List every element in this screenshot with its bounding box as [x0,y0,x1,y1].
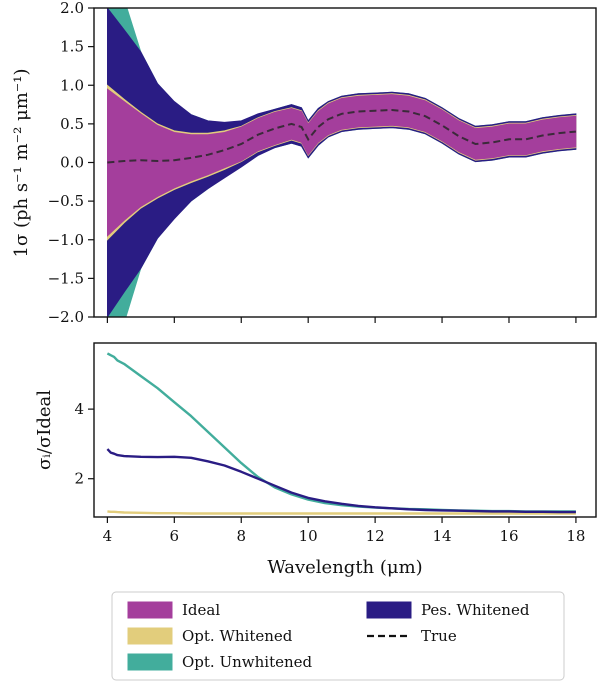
top-y-tick-label: −2.0 [48,308,84,326]
bottom-x-tick-label: 10 [299,527,318,545]
legend-label-opt-whitened: Opt. Whitened [182,627,293,645]
top-y-tick-label: 0.5 [60,115,84,133]
band-ideal [107,88,577,237]
top-y-axis-label: 1σ (ph s⁻¹ m⁻² μm⁻¹) [11,68,32,257]
bottom-x-tick-label: 6 [170,527,180,545]
bottom-x-ticks: 4 6 8 10 12 14 16 18 [103,517,585,545]
bottom-y-tick-label: 4 [74,400,84,418]
legend-swatch-pes-whitened [366,601,412,619]
top-y-tick-label: −1.0 [48,231,84,249]
bottom-x-tick-label: 16 [499,527,518,545]
bottom-panel: 24 4 6 8 10 12 14 16 18 σᵢ/σIdeal Wavelength (μ… [34,342,597,578]
ratio-line-pes-whitened [106,448,576,514]
top-y-tick-label: 1.5 [60,38,84,56]
bottom-x-axis-label: Wavelength (μm) [267,557,422,578]
legend-label-ideal: Ideal [182,601,220,619]
legend-box [111,591,565,681]
bottom-x-tick-label: 12 [366,527,385,545]
legend: Ideal Opt. Whitened Opt. Unwhitened Pes. Wh… [111,591,565,681]
legend-label-true: True [421,627,457,645]
top-x-ticks [106,317,577,323]
bottom-lines [106,352,576,515]
top-panel: −2.0 −1.5 −1.0 −0.5 0.0 0.5 1.0 1.5 2.0 1σ (ph s… [11,0,597,326]
legend-label-opt-unwhitened: Opt. Unwhitened [182,653,313,671]
legend-entry-ideal: Ideal [127,601,220,619]
bottom-axes-frame [93,342,597,518]
bottom-x-tick-label: 14 [433,527,452,545]
top-axes-frame [93,7,597,318]
top-y-tick-label: −0.5 [48,192,84,210]
ratio-line-opt-whitened [107,510,576,515]
legend-label-pes-whitened: Pes. Whitened [421,601,530,619]
legend-entry-opt-unwhitened: Opt. Unwhitened [127,653,313,671]
bottom-y-ticks: 24 [74,400,94,488]
true-line [107,108,576,164]
top-y-ticks: −2.0 −1.5 −1.0 −0.5 0.0 0.5 1.0 1.5 2.0 [48,0,94,326]
top-y-tick-label: −1.5 [48,269,84,287]
legend-entry-pes-whitened: Pes. Whitened [366,601,530,619]
top-y-tick-label: 1.0 [60,76,84,94]
ratio-line-opt-unwhitened [106,352,576,513]
legend-swatch-opt-unwhitened [127,653,173,671]
legend-swatch-opt-whitened [127,627,173,645]
legend-swatch-ideal [127,601,173,619]
bottom-x-tick-label: 4 [103,527,113,545]
top-y-tick-label: 0.0 [60,154,84,172]
legend-entry-opt-whitened: Opt. Whitened [127,627,293,645]
top-y-tick-label: 2.0 [60,0,84,17]
bottom-y-tick-label: 2 [74,470,84,488]
top-bands [107,8,577,317]
bottom-x-tick-label: 8 [236,527,246,545]
legend-entry-true: True [367,627,457,645]
bottom-x-tick-label: 18 [566,527,585,545]
bottom-y-axis-label: σᵢ/σIdeal [34,390,55,470]
